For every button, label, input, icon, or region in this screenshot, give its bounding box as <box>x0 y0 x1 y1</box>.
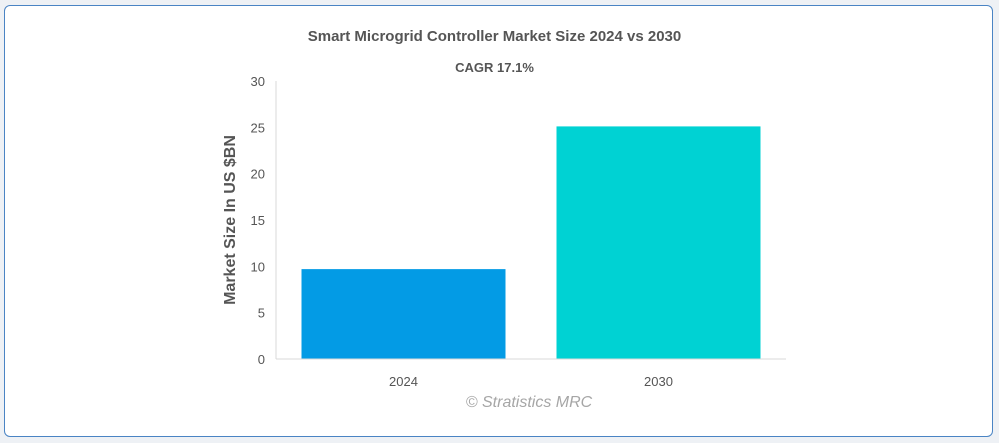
y-tick-label: 15 <box>251 213 265 228</box>
y-axis: 0 5 10 15 20 25 30 <box>251 74 277 367</box>
y-tick-label: 25 <box>251 120 265 135</box>
x-tick-label: 2024 <box>389 374 418 389</box>
y-axis-title: Market Size In US $BN <box>222 135 239 305</box>
chart-title: Smart Microgrid Controller Market Size 2… <box>307 28 682 45</box>
x-tick-label: 2030 <box>644 374 673 389</box>
y-tick-label: 10 <box>251 259 265 274</box>
y-tick-label: 5 <box>258 306 265 321</box>
y-tick-label: 30 <box>251 74 265 89</box>
bar-2030 <box>556 126 761 359</box>
chart-subtitle: CAGR 17.1% <box>455 60 534 75</box>
bars-group <box>301 126 761 359</box>
bar-2024 <box>301 269 506 359</box>
x-axis: 2024 2030 <box>276 358 786 389</box>
watermark-text: © Stratistics MRC <box>465 394 593 411</box>
chart-card <box>4 5 993 437</box>
y-tick-label: 0 <box>258 352 265 367</box>
y-tick-label: 20 <box>251 167 265 182</box>
